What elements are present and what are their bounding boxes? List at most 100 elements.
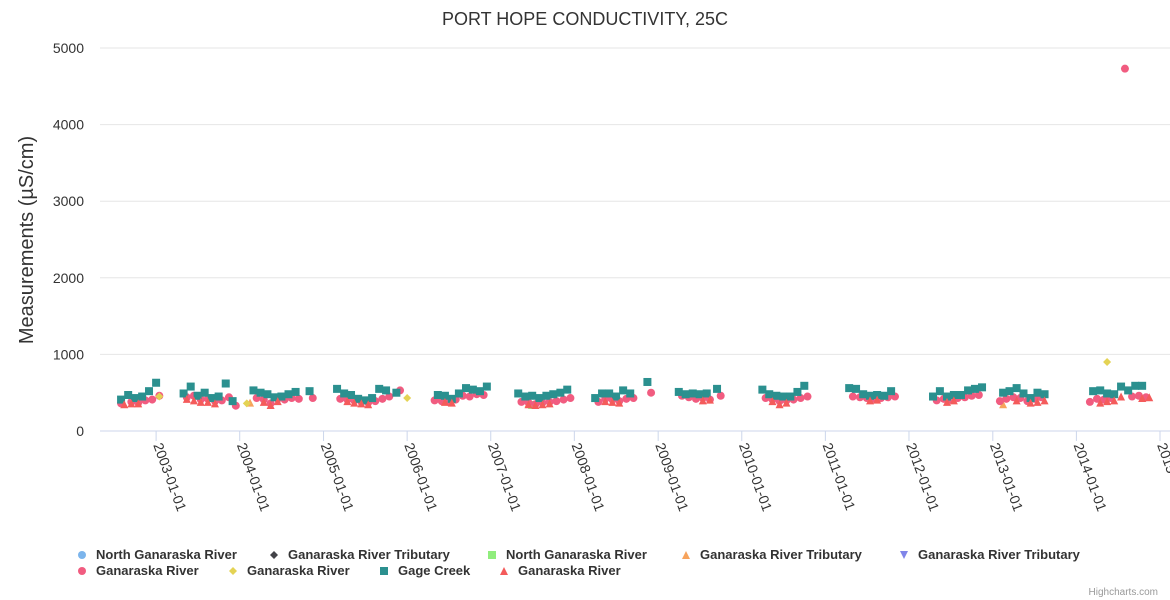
data-point bbox=[1012, 396, 1021, 405]
data-point bbox=[148, 395, 157, 404]
data-point bbox=[263, 390, 272, 399]
legend-label: Ganaraska River Tributary bbox=[288, 547, 451, 562]
data-point bbox=[758, 385, 767, 394]
legend-marker-icon bbox=[270, 551, 278, 559]
data-point bbox=[259, 397, 268, 406]
data-point bbox=[688, 389, 697, 398]
data-point bbox=[626, 389, 635, 398]
data-point bbox=[552, 397, 561, 406]
data-point bbox=[186, 382, 195, 391]
data-point bbox=[375, 384, 384, 393]
data-point bbox=[566, 394, 575, 403]
data-point bbox=[716, 391, 725, 400]
legend-marker-icon bbox=[488, 551, 496, 559]
data-point bbox=[935, 387, 944, 396]
data-point bbox=[598, 389, 607, 398]
data-point bbox=[542, 391, 551, 400]
data-point bbox=[786, 392, 795, 401]
data-point bbox=[179, 389, 188, 398]
data-point bbox=[779, 392, 788, 401]
data-point bbox=[531, 400, 540, 409]
credits-link[interactable]: Highcharts.com bbox=[1089, 587, 1158, 598]
legend-marker-icon bbox=[682, 551, 690, 559]
data-point bbox=[270, 393, 279, 402]
data-point bbox=[340, 389, 349, 398]
legend-marker-icon bbox=[229, 567, 237, 575]
data-point bbox=[1093, 394, 1102, 403]
legend-item[interactable]: Ganaraska River Tributary bbox=[682, 547, 863, 562]
data-point bbox=[1103, 397, 1112, 406]
data-point bbox=[1040, 396, 1049, 405]
data-point bbox=[242, 399, 251, 408]
y-axis-ticks: 0 1000 2000 3000 4000 5000 bbox=[53, 40, 84, 439]
data-point bbox=[605, 389, 614, 398]
data-point bbox=[556, 388, 565, 397]
data-point bbox=[535, 394, 544, 403]
data-point bbox=[1110, 390, 1119, 399]
legend-item[interactable]: Ganaraska River bbox=[78, 563, 199, 578]
data-point bbox=[949, 390, 958, 399]
data-point bbox=[880, 391, 889, 400]
legend-label: Ganaraska River bbox=[96, 563, 199, 578]
y-tick-label: 1000 bbox=[53, 346, 84, 362]
data-point bbox=[392, 388, 401, 397]
data-point bbox=[1026, 398, 1035, 407]
data-point bbox=[942, 397, 951, 406]
legend-marker-icon bbox=[500, 567, 508, 575]
legend-item[interactable]: Ganaraska River Tributary bbox=[270, 547, 451, 562]
data-point bbox=[873, 390, 882, 399]
data-point bbox=[203, 397, 212, 406]
data-point bbox=[249, 386, 258, 395]
data-point bbox=[1138, 381, 1147, 390]
data-point bbox=[182, 394, 191, 403]
series-8 bbox=[120, 392, 1154, 409]
legend-item[interactable]: Ganaraska River Tributary bbox=[900, 547, 1081, 562]
plot-area bbox=[117, 64, 1154, 410]
legend-item[interactable]: Ganaraska River bbox=[229, 563, 350, 578]
data-point bbox=[978, 383, 987, 392]
data-point bbox=[545, 399, 554, 408]
data-point bbox=[1089, 387, 1098, 396]
data-point bbox=[563, 385, 572, 394]
y-tick-label: 3000 bbox=[53, 193, 84, 209]
legend-marker-icon bbox=[78, 551, 86, 559]
legend-item[interactable]: Gage Creek bbox=[380, 563, 471, 578]
data-point bbox=[1040, 390, 1049, 399]
data-point bbox=[294, 394, 303, 403]
data-point bbox=[1110, 396, 1119, 405]
data-point bbox=[549, 390, 558, 399]
data-point bbox=[347, 390, 356, 399]
data-point bbox=[615, 398, 624, 407]
legend-item[interactable]: North Ganaraska River bbox=[78, 547, 237, 562]
data-point bbox=[1117, 392, 1126, 401]
data-point bbox=[207, 394, 216, 403]
data-point bbox=[440, 397, 449, 406]
data-point bbox=[964, 386, 973, 395]
legend-marker-icon bbox=[900, 551, 908, 559]
legend-label: Ganaraska River bbox=[518, 563, 621, 578]
data-point bbox=[364, 400, 373, 409]
data-point bbox=[305, 387, 314, 396]
y-tick-label: 2000 bbox=[53, 270, 84, 286]
data-point bbox=[775, 400, 784, 409]
data-point bbox=[266, 400, 275, 409]
data-point bbox=[793, 387, 802, 396]
data-point bbox=[1085, 397, 1094, 406]
data-point bbox=[350, 398, 359, 407]
data-point bbox=[433, 390, 442, 399]
data-point bbox=[378, 394, 387, 403]
data-point bbox=[1128, 392, 1137, 401]
data-point bbox=[800, 381, 809, 390]
data-point bbox=[343, 397, 352, 406]
legend-item[interactable]: Ganaraska River bbox=[500, 563, 621, 578]
data-point bbox=[995, 397, 1004, 406]
legend-item[interactable]: North Ganaraska River bbox=[488, 547, 647, 562]
chart-title: PORT HOPE CONDUCTIVITY, 25C bbox=[442, 9, 728, 29]
legend-marker-icon bbox=[78, 567, 86, 575]
data-point bbox=[538, 400, 547, 409]
data-point bbox=[117, 395, 126, 404]
data-point bbox=[601, 397, 610, 406]
data-point bbox=[942, 392, 951, 401]
